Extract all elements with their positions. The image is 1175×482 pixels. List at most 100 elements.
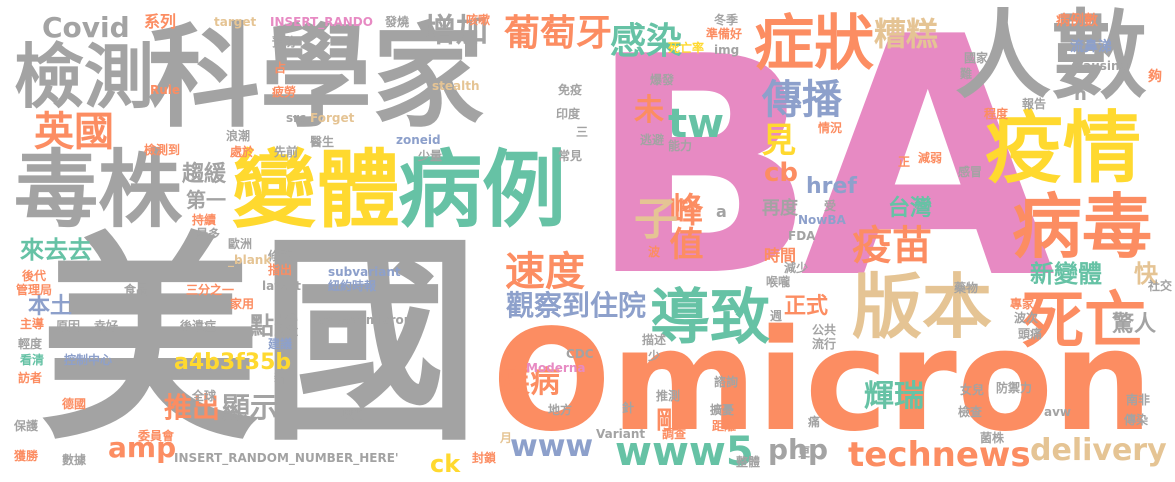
word-wei: 未 — [634, 93, 664, 128]
word-xinbianti: 新變體 — [1030, 260, 1102, 288]
word-nan: 難 — [960, 67, 973, 81]
word-qingkuang: 情況 — [818, 121, 843, 135]
word-chuanran: 傳染 — [1124, 413, 1149, 427]
word-yue: 月 — [500, 431, 513, 445]
word-shao: 少 — [648, 349, 661, 363]
word-baofa: 爆發 — [650, 73, 675, 87]
word-guanliju: 管理局 — [16, 283, 53, 297]
word-guanchadao-zhuyuan: 觀察到住院 — [506, 289, 647, 322]
word-taiwan: 台灣 — [888, 196, 933, 221]
word-zhengzhuang: 症狀 — [754, 9, 874, 79]
word-zoneid: zoneid — [396, 133, 441, 147]
word-xianshi: 顯示 — [222, 391, 279, 424]
word-duzhu: 毒株 — [14, 141, 183, 239]
word-xiugai: 修改 — [268, 249, 293, 263]
word-xianqian: 先前 — [274, 145, 299, 159]
word-target: target — [214, 15, 257, 29]
word-shipin: 食品 — [124, 283, 149, 297]
word-bianti: 變體 — [232, 141, 401, 239]
word-blank: _blank — [228, 253, 272, 267]
word-junzhu: 菌株 — [980, 431, 1005, 445]
word-nowba: NowBA — [798, 213, 846, 227]
word-www: www — [510, 429, 594, 464]
word-shaoliang: 少量 — [418, 149, 443, 163]
word-stealth: stealth — [432, 79, 480, 93]
word-zaidu: 再度 — [762, 198, 798, 219]
word-difang: 地方 — [548, 403, 573, 417]
word-jiancha: 檢查 — [958, 405, 983, 419]
word-gang: 剛 — [656, 406, 680, 434]
word-yufang: 預防 — [272, 35, 297, 49]
word-bo: 波 — [648, 245, 661, 259]
word-geng: 更 — [798, 445, 811, 459]
word-yindu: 印度 — [556, 107, 581, 121]
word-insert-rando: INSERT_RANDO — [270, 15, 373, 29]
word-laiququ: 來去去 — [20, 236, 92, 264]
word-dianran: 點燃 — [250, 312, 298, 340]
word-renshu: 人數 — [955, 0, 1147, 112]
word-banben: 版本 — [852, 266, 992, 348]
word-fangyuli: 防禦力 — [996, 381, 1033, 395]
word-delivery: delivery — [1030, 433, 1167, 468]
word-jiayong: 家用 — [230, 297, 255, 311]
word-a-letter: a — [716, 202, 727, 221]
word-chuanbo: 傳播 — [762, 77, 842, 123]
word-nanfei: 南非 — [1126, 393, 1151, 407]
word-variant: Variant — [596, 427, 646, 441]
word-subvariant: subvariant — [328, 265, 401, 279]
word-baohu: 保護 — [14, 419, 39, 433]
word-avw: avw — [1044, 405, 1072, 419]
word-quanqiu: 全球 — [192, 389, 217, 403]
word-href: href — [806, 174, 858, 199]
word-zhuanjia: 專家 — [1010, 297, 1035, 311]
word-fangzhe: 訪者 — [18, 371, 43, 385]
word-shejiao: 社交 — [1148, 279, 1173, 293]
word-php: php — [768, 433, 829, 466]
word-zhan: 占 — [274, 61, 287, 75]
word-yiqing: 疫情 — [985, 104, 1142, 194]
word-zheng: 正 — [898, 155, 911, 169]
word-bingli: 病例 — [398, 141, 567, 239]
word-binglishu: 病例數 — [1056, 13, 1098, 29]
word-chuyu: 處於 — [230, 145, 255, 159]
word-san: 三 — [576, 125, 589, 139]
word-b: B — [588, 0, 817, 342]
word-ouzhou: 歐洲 — [228, 237, 253, 251]
word-kanqing: 看清 — [20, 353, 45, 367]
word-zi: 子 — [634, 194, 678, 245]
word-pilao: 疲勞 — [272, 85, 297, 99]
word-ganmao: 感冒 — [958, 165, 983, 179]
word-bingdu: 病毒 — [1012, 186, 1152, 268]
word-niuyueshibao: 紐約時報 — [328, 279, 377, 293]
word-deguo: 德國 — [62, 397, 87, 411]
word-fda: FDA — [788, 229, 816, 243]
word-www5: www5 — [615, 429, 754, 475]
word-dongji: 冬季 — [714, 13, 739, 27]
word-gou: 夠 — [1148, 69, 1162, 85]
word-yisheng: 醫生 — [310, 135, 335, 149]
word-guojia: 國家 — [964, 51, 989, 65]
word-jiancedao: 檢測到 — [144, 143, 181, 157]
word-changjian: 常見 — [558, 149, 583, 163]
word-zuiduo: 最多 — [196, 227, 221, 241]
word-latest: latest — [262, 279, 301, 293]
word-miaoshu: 描述 — [642, 333, 667, 347]
word-nengli: 能力 — [668, 139, 693, 153]
word-zixun: 諮詢 — [714, 375, 739, 389]
word-kesou: 咳嗽 — [466, 13, 491, 27]
word-fashao: 發燒 — [385, 15, 410, 29]
word-jianyi: 建議 — [268, 337, 293, 351]
word-diaocha: 調查 — [662, 427, 687, 441]
word-zhengshi: 正式 — [784, 294, 829, 319]
word-xinghao: 幸好 — [94, 319, 119, 333]
word-huirui: 輝瑞 — [864, 379, 924, 414]
word-amp: amp — [108, 431, 177, 464]
word-juli: 距離 — [712, 419, 737, 433]
word-casesomicron: casesOmicron — [318, 313, 413, 327]
word-shou: 受 — [824, 199, 837, 213]
word-chengdu: 程度 — [984, 107, 1009, 121]
word-kuoyou: 擴憂 — [710, 403, 735, 417]
word-covid: Covid — [42, 11, 130, 44]
word-yimiao: 疫苗 — [852, 223, 932, 269]
word-houdai: 後代 — [22, 269, 47, 283]
